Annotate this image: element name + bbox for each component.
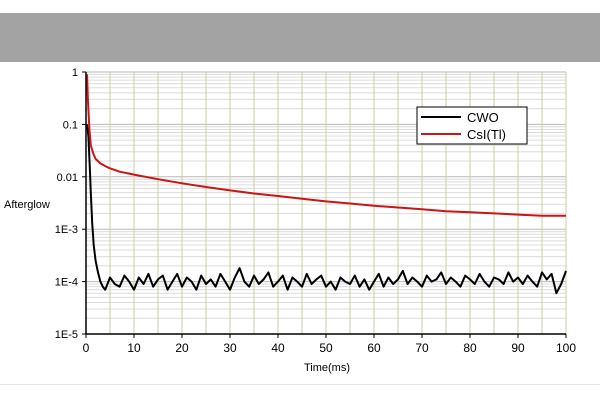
csi-series-line <box>86 74 566 217</box>
bottom-divider <box>0 384 600 385</box>
x-tick-label: 20 <box>175 341 189 355</box>
y-tick-label: 1 <box>72 67 78 79</box>
cwo-series-line <box>86 124 567 295</box>
legend-label-csi: CsI(Tl) <box>467 127 506 142</box>
series-group <box>86 74 567 295</box>
x-tick-label: 60 <box>367 341 381 355</box>
y-tick-label: 1E-4 <box>55 277 78 289</box>
x-tick-label: 100 <box>556 341 576 355</box>
x-tick-label: 70 <box>415 341 429 355</box>
x-tick-label: 10 <box>127 341 141 355</box>
x-tick-label: 30 <box>223 341 237 355</box>
legend-label-cwo: CWO <box>467 110 499 125</box>
legend-box <box>416 106 528 145</box>
y-tick-label: 1E-3 <box>55 224 78 236</box>
x-tick-label: 40 <box>271 341 285 355</box>
y-tick-label: 0.1 <box>63 119 78 131</box>
x-axis-label: Time(ms) <box>304 362 350 374</box>
header-banner <box>0 13 600 62</box>
x-tick-label: 90 <box>511 341 525 355</box>
y-tick-label: 0.01 <box>57 172 78 184</box>
y-tick-label: 1E-5 <box>55 329 78 341</box>
x-tick-label: 80 <box>463 341 477 355</box>
legend: CWO CsI(Tl) <box>416 106 528 145</box>
y-axis-label: Afterglow <box>4 199 50 211</box>
x-tick-label: 0 <box>83 341 90 355</box>
y-tick-labels: 1 0.1 0.01 1E-3 1E-4 1E-5 <box>55 67 86 341</box>
x-tick-label: 50 <box>319 341 333 355</box>
x-tick-labels: 0 10 20 30 40 50 60 70 80 90 100 <box>83 334 576 355</box>
